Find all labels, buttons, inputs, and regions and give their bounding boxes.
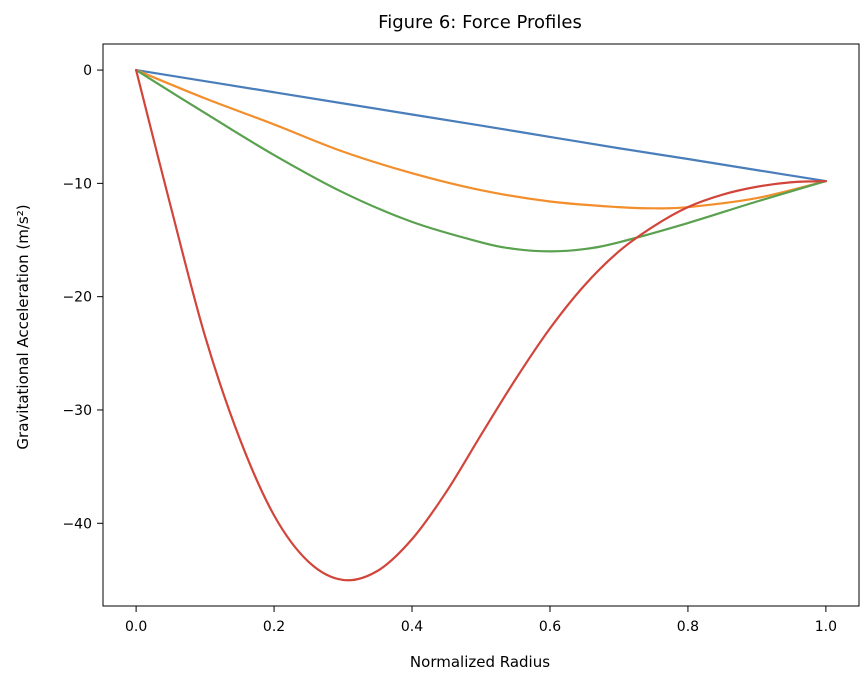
series-line-4 [135,68,827,582]
y-tick-label: −10 [62,176,92,192]
plot-frame [102,43,860,607]
series-layer [135,68,827,582]
x-tick-label: 0.2 [263,619,285,635]
x-tick-label: 0.0 [125,619,147,635]
y-tick-label: 0 [83,63,92,79]
chart-title: Figure 6: Force Profiles [378,12,582,33]
y-tick-label: −20 [62,290,92,306]
axes-layer: 0.0 0.2 0.4 0.6 0.8 1.0 0 −10 −20 −30 −40 [62,43,860,635]
y-tick-label: −30 [62,403,92,419]
series-line-3 [135,68,827,253]
y-axis-label: Gravitational Acceleration (m/s²) [14,204,32,449]
x-axis-label: Normalized Radius [410,653,550,671]
series-line-1 [135,68,827,183]
y-tick-label: −40 [62,516,92,532]
series-line-2 [135,68,827,210]
x-tick-label: 1.0 [815,619,837,635]
x-tick-label: 0.8 [677,619,699,635]
x-tick-label: 0.6 [539,619,561,635]
x-tick-label: 0.4 [401,619,423,635]
